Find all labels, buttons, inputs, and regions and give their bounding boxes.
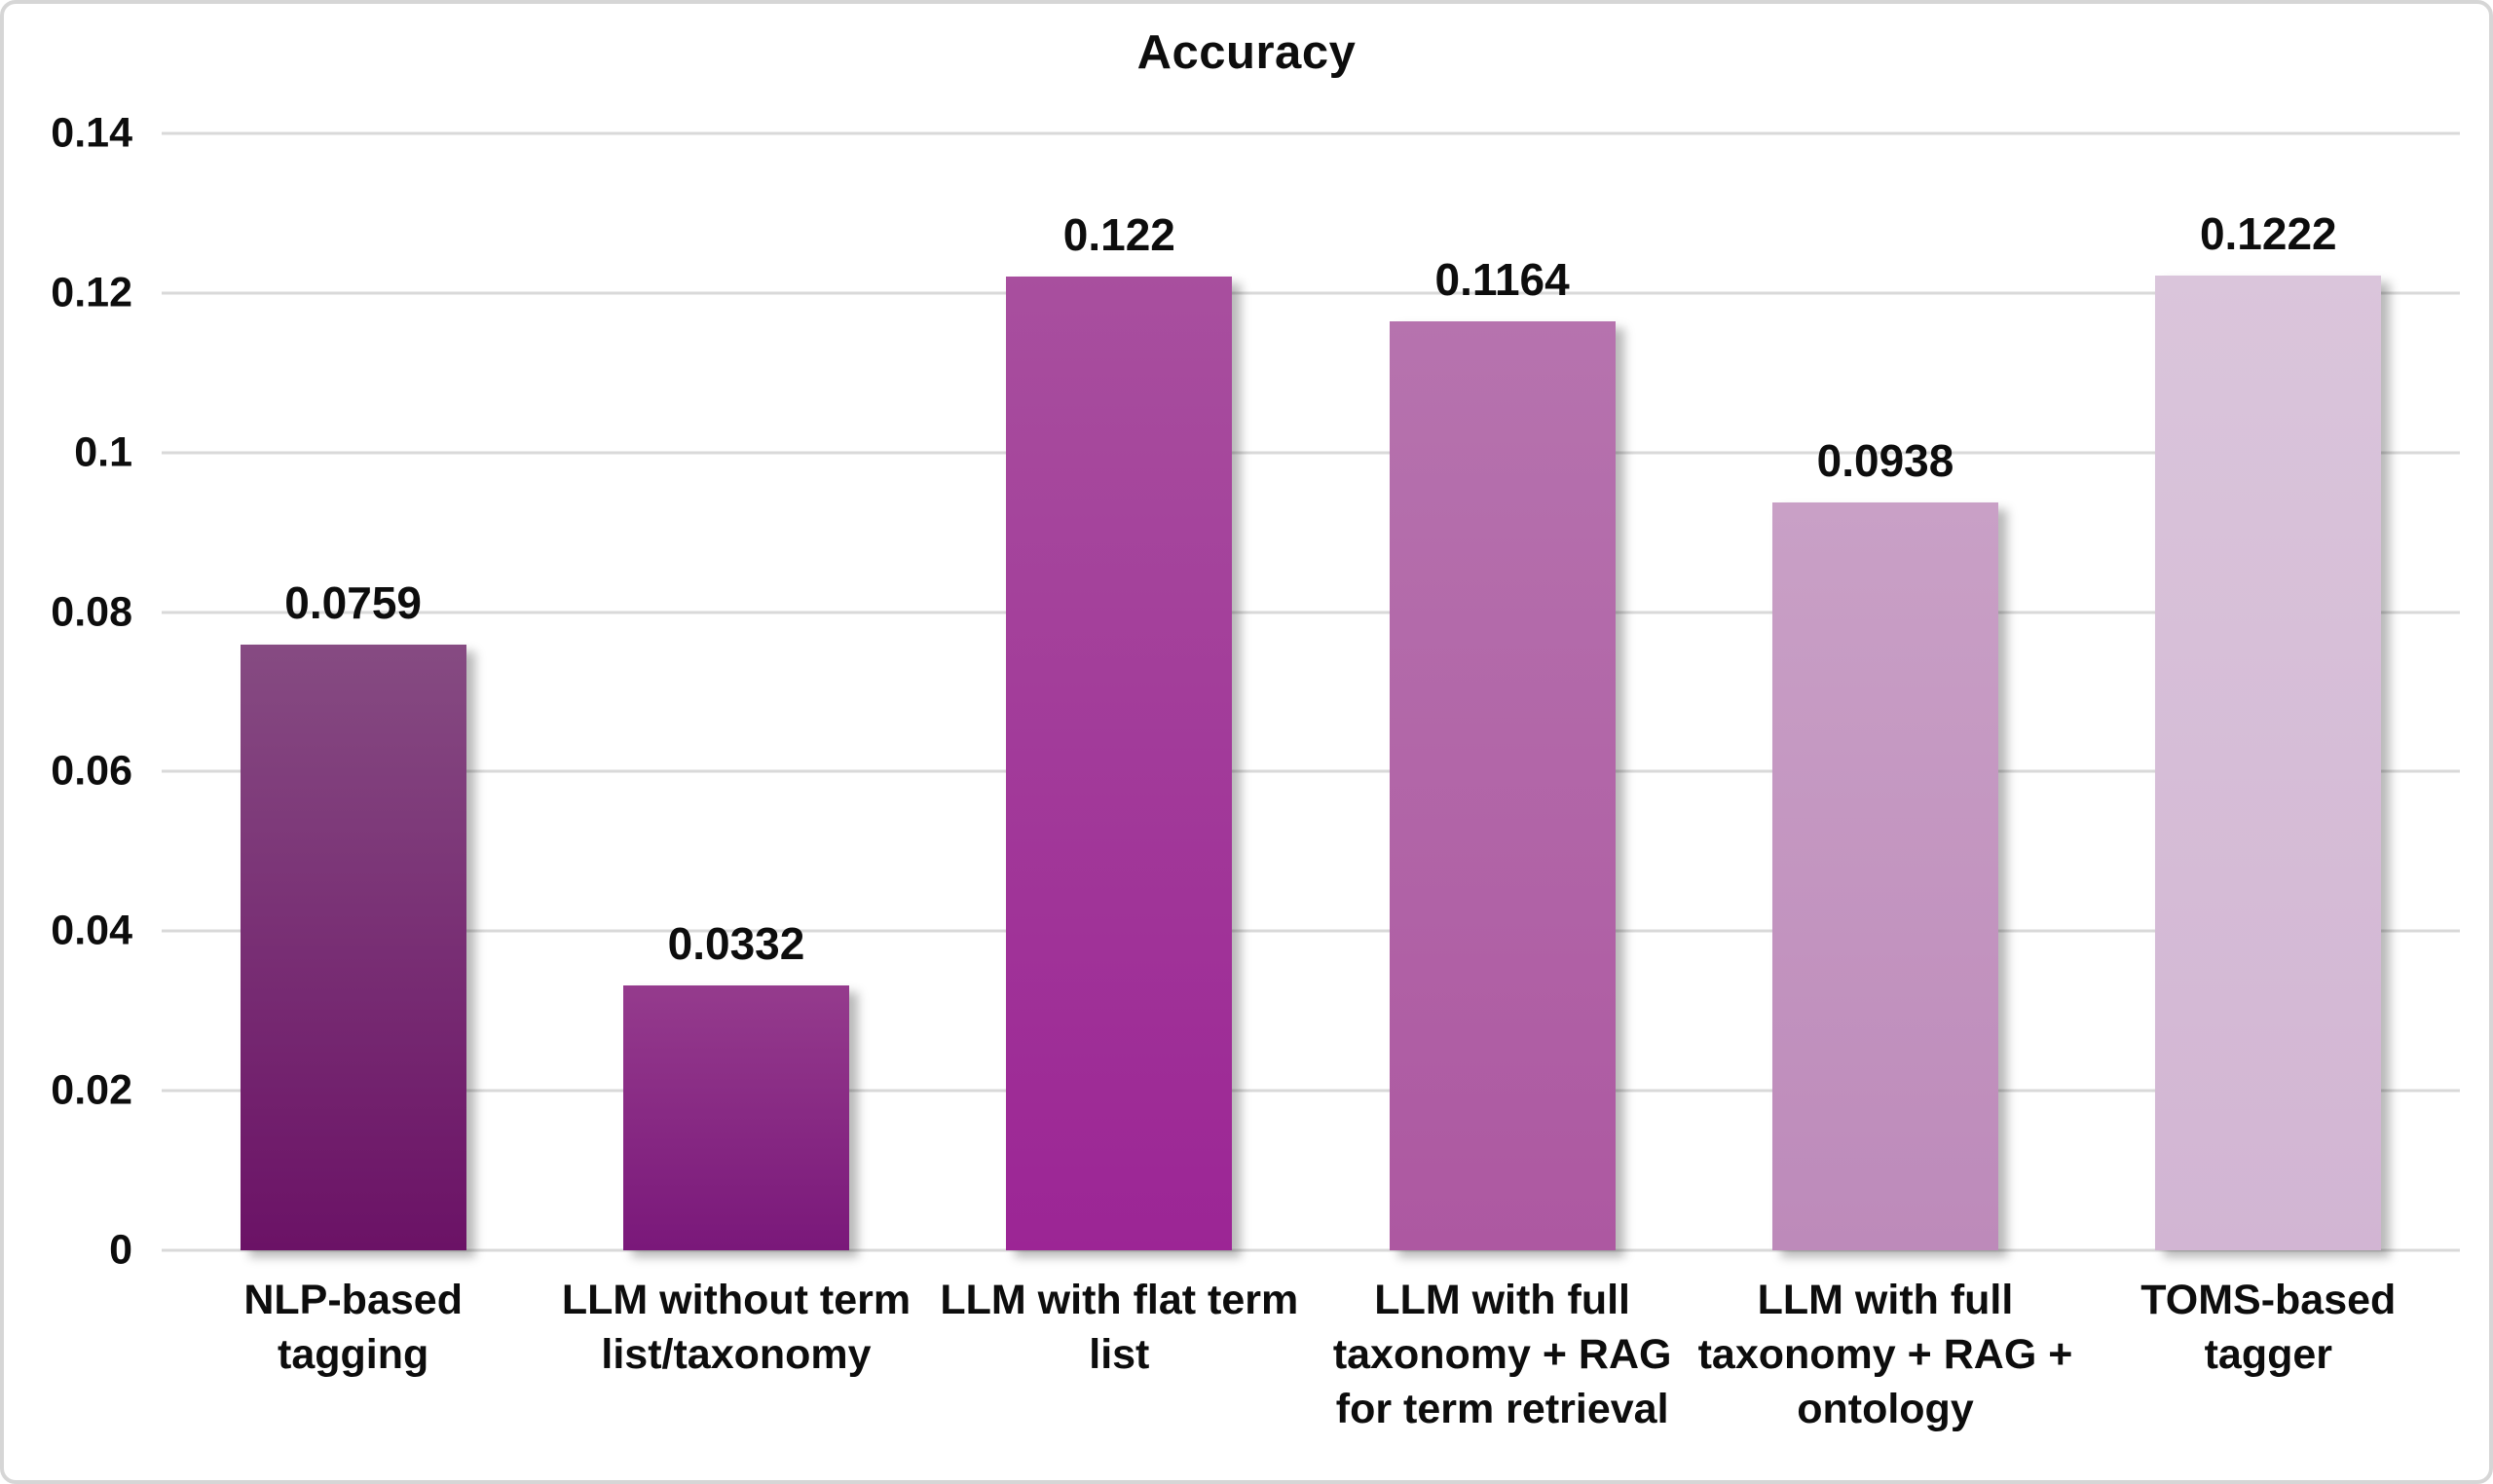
bars-layer: 0.0759 0.0332 0.122 0.1164 0.0938 0.1222 (162, 133, 2460, 1250)
bar-slot: 0.122 (928, 133, 1311, 1250)
bar-value-label: 0.1222 (2199, 207, 2337, 259)
bar-value-label: 0.0759 (284, 577, 423, 629)
bar: 0.122 (1006, 209, 1233, 1250)
bar-slot: 0.0938 (1693, 133, 2076, 1250)
gridline (162, 929, 2460, 933)
x-axis-category-label: NLP-based tagging (243, 1277, 463, 1378)
x-axis-category-label: LLM with full taxonomy + RAG for term re… (1332, 1277, 1672, 1432)
bar: 0.1164 (1389, 254, 1616, 1250)
bar-slot: 0.0759 (162, 133, 544, 1250)
y-axis-tick-label: 0.12 (51, 269, 132, 316)
bar-slot: 0.1164 (1311, 133, 1693, 1250)
bar-value-label: 0.122 (1062, 209, 1175, 261)
y-axis-tick-label: 0.14 (51, 109, 132, 157)
y-axis-tick-label: 0.06 (51, 747, 132, 795)
y-axis-tick-label: 0 (109, 1226, 132, 1274)
gridline (162, 131, 2460, 135)
plot-area: 0.0759 0.0332 0.122 0.1164 0.0938 0.1222 NLP-… (51, 110, 2460, 1432)
y-axis-tick-label: 0.08 (51, 588, 132, 636)
gridline (162, 291, 2460, 295)
gridline (162, 1248, 2460, 1252)
x-axis-category-label: LLM without term list/taxonomy (561, 1277, 912, 1378)
bar: 0.0938 (1771, 435, 1998, 1250)
y-axis-tick-label: 0.02 (51, 1066, 132, 1114)
x-axis-category-label: TOMS-based tagger (2140, 1277, 2397, 1378)
gridline (162, 451, 2460, 455)
gridline (162, 611, 2460, 614)
y-axis-tick-label: 0.1 (74, 428, 132, 476)
x-axis-category-label: LLM with full taxonomy + RAG + ontology (1697, 1277, 2073, 1432)
y-axis-tick-label: 0.04 (51, 907, 132, 954)
x-axis-category-label: LLM with flat term list (940, 1277, 1299, 1378)
gridline (162, 1089, 2460, 1093)
gridline (162, 769, 2460, 773)
bar: 0.0332 (622, 918, 849, 1250)
x-axis-labels: NLP-based tagging LLM without term list/t… (162, 1274, 2460, 1437)
bar-value-label: 0.1164 (1434, 254, 1570, 306)
bar-slot: 0.1222 (2077, 133, 2460, 1250)
bar: 0.0759 (240, 577, 466, 1250)
bar-value-label: 0.0938 (1816, 434, 1954, 486)
chart-title: Accuracy (1136, 26, 1357, 79)
bar-slot: 0.0332 (544, 133, 927, 1250)
bar: 0.1222 (2155, 208, 2382, 1250)
bar-value-label: 0.0332 (667, 918, 805, 969)
